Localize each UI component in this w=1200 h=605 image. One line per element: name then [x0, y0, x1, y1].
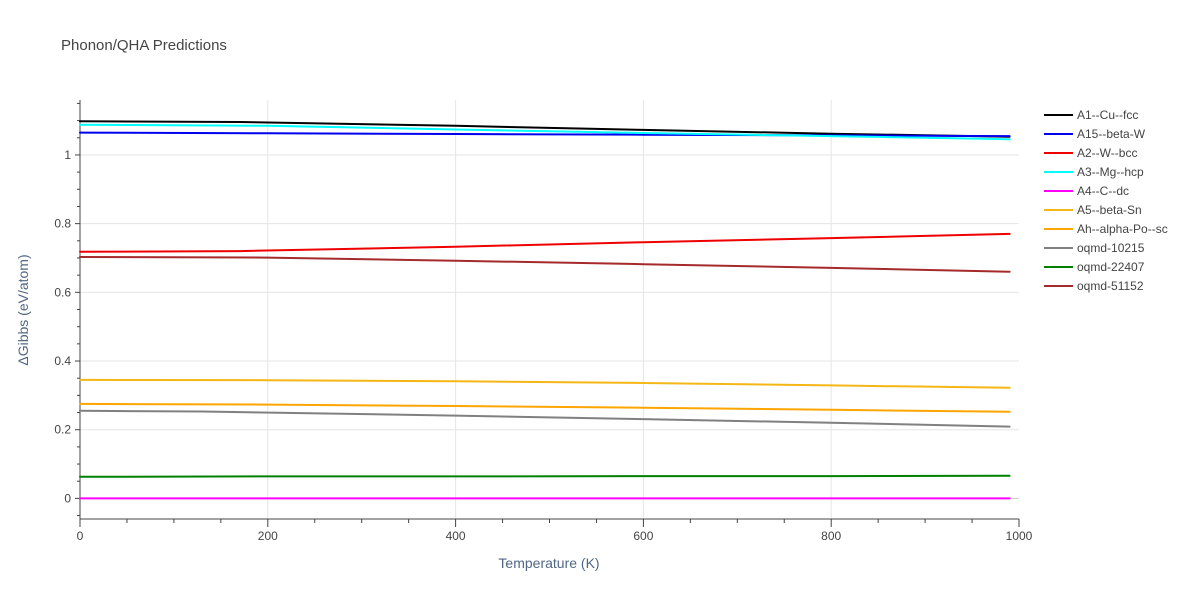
legend-item[interactable]: A1--Cu--fcc — [1044, 108, 1138, 122]
legend-item[interactable]: A3--Mg--hcp — [1044, 165, 1144, 179]
legend-label: oqmd-22407 — [1077, 260, 1145, 274]
x-tick-label: 0 — [77, 529, 84, 543]
series-line-oqmd-51152 — [79, 256, 1011, 273]
legend-item[interactable]: A2--W--bcc — [1044, 146, 1137, 160]
legend-item[interactable]: A5--beta-Sn — [1044, 203, 1142, 217]
legend-label: A1--Cu--fcc — [1077, 108, 1138, 122]
legend-item[interactable]: oqmd-22407 — [1044, 260, 1145, 274]
legend-item[interactable]: A4--C--dc — [1044, 184, 1129, 198]
series-layer — [79, 120, 1011, 500]
y-tick-label: 1 — [64, 148, 71, 162]
legend-label: A4--C--dc — [1077, 184, 1129, 198]
series-line-a3-mg-hcp — [79, 123, 1011, 141]
legend-label: A5--beta-Sn — [1077, 203, 1142, 217]
x-tick-label: 1000 — [1006, 529, 1033, 543]
legend-label: oqmd-51152 — [1077, 279, 1144, 293]
x-tick-label: 200 — [258, 529, 278, 543]
y-axis-title: ΔGibbs (eV/atom) — [15, 254, 31, 365]
series-line-a15-beta-w — [79, 131, 1011, 138]
x-tick-label: 800 — [821, 529, 841, 543]
grid-layer — [80, 100, 1019, 519]
y-tick-label: 0.6 — [54, 285, 71, 299]
legend-item[interactable]: oqmd-51152 — [1044, 279, 1144, 293]
series-line-a1-cu-fcc — [79, 120, 1011, 138]
series-line-oqmd-10215 — [79, 409, 1011, 428]
y-tick-label: 0.4 — [54, 354, 71, 368]
legend-item[interactable]: Ah--alpha-Po--sc — [1044, 222, 1168, 236]
y-tick-label: 0.8 — [54, 217, 71, 231]
legend-item[interactable]: oqmd-10215 — [1044, 241, 1145, 255]
x-axis-title: Temperature (K) — [498, 555, 599, 571]
series-line-a2-w-bcc — [79, 232, 1011, 253]
series-line-a5-beta-sn — [79, 378, 1011, 389]
legend-label: A15--beta-W — [1077, 127, 1146, 141]
x-tick-label: 400 — [446, 529, 466, 543]
axes-layer: 0 200 400 600 800 1000 0 0.2 0.4 0.6 0.8 1 — [54, 100, 1033, 543]
legend-item[interactable]: A15--beta-W — [1044, 127, 1146, 141]
legend-label: A3--Mg--hcp — [1077, 165, 1144, 179]
y-tick-label: 0 — [64, 491, 71, 505]
legend-label: Ah--alpha-Po--sc — [1077, 222, 1168, 236]
legend-label: oqmd-10215 — [1077, 241, 1145, 255]
legend-label: A2--W--bcc — [1077, 146, 1137, 160]
x-tick-label: 600 — [633, 529, 653, 543]
y-tick-label: 0.2 — [54, 423, 71, 437]
legend[interactable]: A1--Cu--fcc A15--beta-W A2--W--bcc A3--Mg--… — [1044, 108, 1168, 293]
chart-title: Phonon/QHA Predictions — [61, 37, 227, 54]
series-line-ah-alpha-po-sc — [79, 402, 1011, 413]
series-line-oqmd-22407 — [79, 474, 1011, 478]
